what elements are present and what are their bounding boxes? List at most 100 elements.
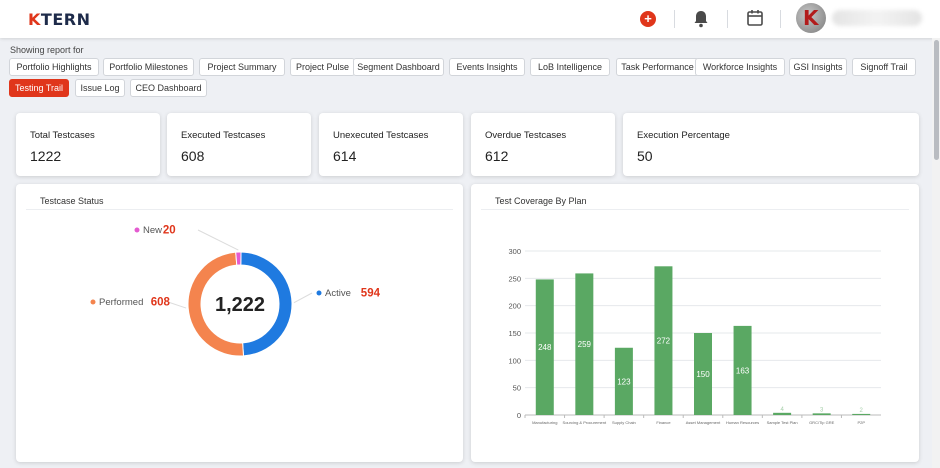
kpi-value: 614	[333, 148, 357, 164]
x-tick-label: Finance	[656, 420, 671, 425]
y-tick-label: 150	[508, 329, 521, 338]
y-tick-label: 300	[508, 247, 521, 256]
y-tick-label: 50	[513, 384, 521, 393]
x-tick-label: GRC/Tip GRE	[809, 420, 835, 425]
bar[interactable]	[852, 413, 871, 415]
bar-value-label: 272	[657, 337, 671, 346]
tab-events-insights[interactable]: Events Insights	[449, 58, 525, 76]
x-tick-label: Supply Chain	[612, 420, 636, 425]
tab-task-performance[interactable]: Task Performance	[616, 58, 699, 76]
x-tick-label: Sourcing & Procurement	[563, 420, 607, 425]
kpi-label: Overdue Testcases	[485, 130, 567, 141]
bar[interactable]	[733, 325, 752, 415]
add-icon[interactable]: +	[640, 11, 656, 27]
kpi-value: 50	[637, 148, 653, 164]
donut-slice-new[interactable]	[235, 251, 242, 266]
x-tick-label: Sample Test Plan	[767, 420, 798, 425]
kpi-card-total-testcases: Total Testcases 1222	[16, 113, 160, 176]
test-coverage-bar-chart: 0 50 100 150 200 250 300 248 Manufacturing 259 Sou…	[508, 247, 881, 425]
x-tick-label: P2P	[857, 420, 865, 425]
bar-value-label: 248	[538, 343, 552, 352]
tab-portfolio-milestones[interactable]: Portfolio Milestones	[103, 58, 194, 76]
testcase-status-donut-chart: 1,222 Active 594 Performed 608 New 20	[90, 225, 381, 357]
scrollbar-thumb[interactable]	[934, 40, 939, 160]
tab-ceo-dashboard[interactable]: CEO Dashboard	[130, 79, 207, 97]
top-bar: KTERN + K	[0, 0, 940, 38]
test-coverage-panel: Test Coverage By Plan 0 50 100 150 200 250 300…	[471, 184, 919, 462]
leader-line	[197, 229, 239, 251]
slice-value-active: 594	[361, 288, 381, 300]
avatar[interactable]: K	[796, 3, 826, 33]
kpi-card-overdue-testcases: Overdue Testcases 612	[471, 113, 615, 176]
bar[interactable]	[812, 413, 831, 415]
kpi-label: Total Testcases	[30, 130, 95, 141]
x-tick-label: Manufacturing	[532, 420, 557, 425]
user-name-blurred[interactable]	[832, 10, 922, 26]
bar[interactable]	[773, 412, 792, 415]
panel-title: Test Coverage By Plan	[495, 196, 587, 206]
tab-lob-intelligence[interactable]: LoB Intelligence	[530, 58, 610, 76]
divider	[26, 209, 453, 210]
slice-label-performed: Performed	[99, 297, 143, 308]
bar[interactable]	[614, 347, 633, 415]
tab-project-summary[interactable]: Project Summary	[199, 58, 285, 76]
avatar-logo-icon: K	[803, 6, 819, 30]
tab-testing-trail[interactable]: Testing Trail	[9, 79, 69, 97]
divider	[727, 10, 728, 28]
legend-dot	[316, 290, 322, 296]
bell-icon[interactable]	[693, 10, 709, 28]
bar[interactable]	[535, 279, 554, 415]
leader-line	[167, 301, 187, 309]
donut-center-total: 1,222	[215, 294, 265, 316]
tab-gsi-insights[interactable]: GSI Insights	[789, 58, 847, 76]
legend-dot	[134, 227, 140, 233]
bar[interactable]	[654, 266, 673, 415]
slice-value-performed: 608	[151, 297, 171, 309]
bar[interactable]	[575, 273, 594, 415]
y-tick-label: 0	[517, 411, 521, 420]
slice-value-new: 20	[163, 225, 176, 237]
slice-label-active: Active	[325, 288, 351, 299]
kpi-card-executed-testcases: Executed Testcases 608	[167, 113, 311, 176]
kpi-label: Execution Percentage	[637, 130, 730, 141]
divider	[674, 10, 675, 28]
x-tick-label: Asset Management	[686, 420, 721, 425]
kpi-value: 1222	[30, 148, 62, 164]
bar-value-label: 150	[696, 370, 710, 379]
y-tick-label: 100	[508, 356, 521, 365]
divider	[780, 10, 781, 28]
y-tick-label: 200	[508, 302, 521, 311]
tab-portfolio-highlights[interactable]: Portfolio Highlights	[9, 58, 99, 76]
bar-value-label: 3	[820, 407, 824, 413]
tab-issue-log[interactable]: Issue Log	[75, 79, 125, 97]
tab-segment-dashboard[interactable]: Segment Dashboard	[353, 58, 444, 76]
logo-k: K	[28, 10, 41, 29]
tab-project-pulse[interactable]: Project Pulse	[290, 58, 355, 76]
kpi-card-execution-percentage: Execution Percentage 50	[623, 113, 919, 176]
kpi-label: Executed Testcases	[181, 130, 266, 141]
bar-value-label: 123	[617, 377, 631, 386]
kpi-value: 612	[485, 148, 509, 164]
divider	[481, 209, 909, 210]
bar-value-label: 2	[860, 408, 864, 414]
tab-signoff-trail[interactable]: Signoff Trail	[852, 58, 916, 76]
scrollbar-track[interactable]	[932, 38, 940, 468]
tab-workforce-insights[interactable]: Workforce Insights	[695, 58, 785, 76]
kpi-label: Unexecuted Testcases	[333, 130, 429, 141]
bar[interactable]	[694, 333, 712, 415]
testcase-status-panel: Testcase Status 1,222 Active 594 Performed 6…	[16, 184, 463, 462]
kpi-card-unexecuted-testcases: Unexecuted Testcases 614	[319, 113, 463, 176]
bar-value-label: 4	[780, 407, 784, 413]
ktern-logo[interactable]: KTERN	[28, 10, 90, 29]
leader-line	[293, 292, 313, 304]
y-tick-label: 250	[508, 274, 521, 283]
showing-report-label: Showing report for	[10, 45, 84, 55]
legend-dot	[90, 299, 96, 305]
kpi-value: 608	[181, 148, 205, 164]
logo-text: TERN	[40, 10, 91, 29]
bar-value-label: 259	[578, 340, 592, 349]
slice-label-new: New	[143, 225, 162, 236]
calendar-icon[interactable]	[746, 9, 764, 27]
panel-title: Testcase Status	[40, 196, 104, 206]
x-tick-label: Human Resources	[726, 420, 759, 425]
